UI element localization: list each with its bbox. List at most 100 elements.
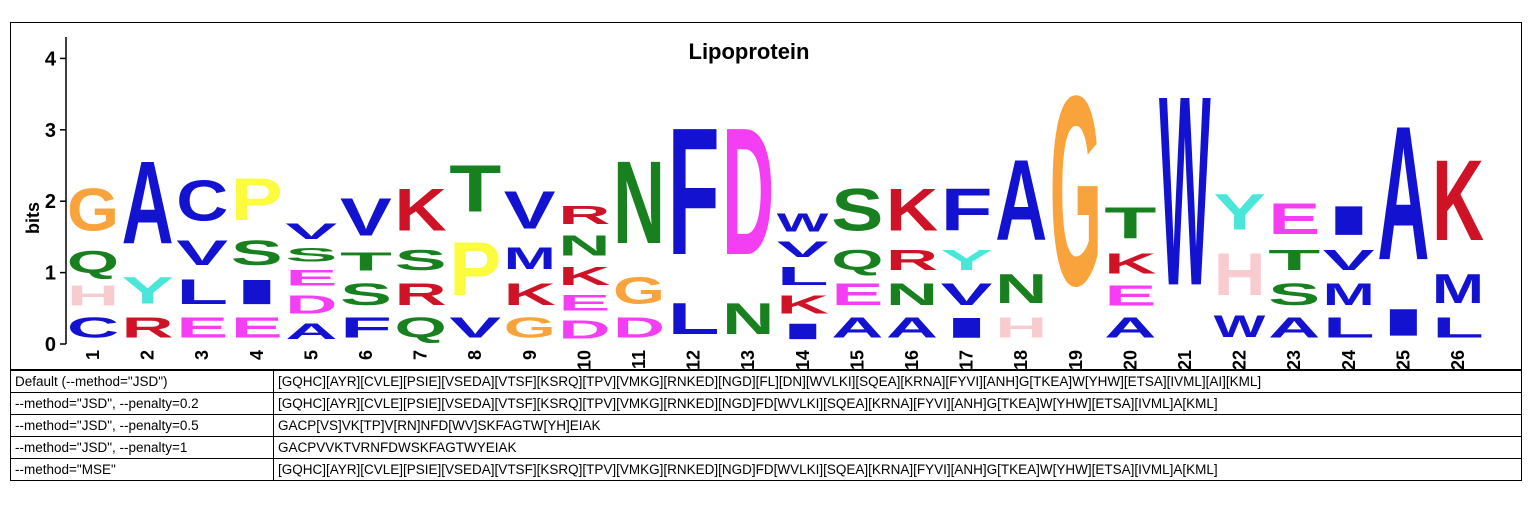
x-tick-label: 8 <box>465 350 485 360</box>
logo-letter-D: D <box>558 316 610 344</box>
logo-letter-R: R <box>122 312 174 344</box>
logo-letter-K: K <box>558 262 610 290</box>
logo-letter-W: W <box>777 209 830 238</box>
logo-letter-N: N <box>995 266 1047 312</box>
logo-letter-I: I <box>777 319 829 344</box>
y-tick-label: 3 <box>45 120 56 142</box>
logo-letter-A: A <box>886 312 938 344</box>
logo-letter-P: P <box>449 227 501 312</box>
table-row: --method="JSD", --penalty=1 GACPVVKTVRNFD… <box>10 436 1522 459</box>
method-cell: --method="JSD", --penalty=0.5 <box>10 414 274 437</box>
x-tick-label: 7 <box>411 350 431 360</box>
logo-letter-F: F <box>668 91 720 293</box>
x-tick-label: 5 <box>301 350 321 360</box>
logo-letter-V: V <box>777 237 829 262</box>
method-cell: --method="JSD", --penalty=0.2 <box>10 392 274 415</box>
x-tick-label: 21 <box>1175 350 1195 369</box>
method-cell: Default (--method="JSD") <box>10 370 274 393</box>
logo-letter-I: I <box>1377 301 1429 344</box>
x-tick-label: 13 <box>738 350 758 369</box>
pattern-cell: [GQHC][AYR][CVLE][PSIE][VSEDA][VTSF][KSR… <box>273 392 1522 415</box>
pattern-cell: GACP[VS]VK[TP]V[RN]NFD[WV]SKFAGTW[YH]EIA… <box>273 414 1522 437</box>
x-tick-label: 23 <box>1284 350 1304 369</box>
logo-letter-N: N <box>722 294 774 344</box>
logo-letter-K: K <box>1104 247 1157 279</box>
logo-letter-V: V <box>176 233 228 273</box>
x-tick-label: 3 <box>192 350 212 360</box>
x-tick-label: 22 <box>1230 350 1250 369</box>
logo-letter-D: D <box>285 291 337 319</box>
axes: 0 1 2 3 4 <box>45 37 67 356</box>
logo-letter-E: E <box>1104 280 1156 312</box>
logo-letter-A: A <box>995 137 1047 265</box>
x-tick-label: 26 <box>1448 350 1468 369</box>
logo-letter-D: D <box>722 91 774 293</box>
logo-letter-F: F <box>340 312 392 344</box>
table-row: --method="JSD", --penalty=0.2 [GQHC][AYR]… <box>10 392 1522 415</box>
logo-letter-M: M <box>1323 276 1375 312</box>
method-cell: --method="JSD", --penalty=1 <box>10 436 274 459</box>
logo-letter-W: W <box>1214 309 1267 345</box>
logo-letter-Q: Q <box>67 245 119 280</box>
logo-letter-E: E <box>831 276 883 312</box>
logo-letter-I: I <box>941 312 993 344</box>
logo-letter-S: S <box>231 233 283 272</box>
x-tick-label: 19 <box>1066 350 1086 369</box>
x-tick-label: 20 <box>1120 350 1140 369</box>
logo-letter-C: C <box>67 312 119 344</box>
methods-table: Default (--method="JSD") [GQHC][AYR][CVLE… <box>10 370 1522 481</box>
logo-letter-E: E <box>558 291 610 316</box>
x-tick-label: 25 <box>1393 350 1413 369</box>
logo-letter-R: R <box>395 276 447 311</box>
table-row: --method="MSE" [GQHC][AYR][CVLE][PSIE][VS… <box>10 458 1522 481</box>
logo-letter-A: A <box>831 312 883 344</box>
logo-letter-L: L <box>1323 312 1375 344</box>
x-tick-label: 6 <box>356 350 376 360</box>
logo-letter-F: F <box>941 176 993 244</box>
logo-letter-A: A <box>122 137 174 269</box>
logo-letter-N: N <box>613 137 665 269</box>
x-tick-label: 1 <box>83 350 103 360</box>
x-tick-label: 11 <box>629 350 649 369</box>
logo-letter-Y: Y <box>1214 183 1266 240</box>
chart-title: Lipoprotein <box>689 39 810 64</box>
logo-letter-V: V <box>340 187 392 248</box>
logo-letter-H: H <box>1214 241 1266 308</box>
logo-letter-S: S <box>395 244 447 276</box>
y-tick-label: 2 <box>45 191 56 213</box>
y-tick-label: 0 <box>45 334 56 356</box>
logo-letter-A: A <box>1268 312 1320 344</box>
logo-letter-G: G <box>1050 39 1102 342</box>
logo-letter-Q: Q <box>831 244 883 276</box>
logo-letter-Y: Y <box>941 244 993 276</box>
logo-letter-G: G <box>504 311 556 343</box>
x-tick-label: 14 <box>793 350 813 369</box>
logo-letter-I: I <box>1323 197 1375 243</box>
logo-letter-V: V <box>285 219 337 244</box>
logo-letter-W: W <box>1159 40 1211 342</box>
x-tick-label: 10 <box>574 350 594 369</box>
pattern-cell: [GQHC][AYR][CVLE][PSIE][VSEDA][VTSF][KSR… <box>273 370 1522 393</box>
y-tick-label: 1 <box>45 263 56 285</box>
logo-letter-M: M <box>504 240 556 276</box>
logo-letter-R: R <box>558 201 610 229</box>
logo-letter-K: K <box>504 276 556 311</box>
x-tick-label: 2 <box>138 350 158 360</box>
logo-letter-G: G <box>613 269 665 312</box>
method-cell: --method="MSE" <box>10 458 274 481</box>
x-tick-label: 4 <box>247 350 267 360</box>
logo-letter-L: L <box>176 272 228 311</box>
logo-letter-H: H <box>67 279 119 311</box>
logo-letter-H: H <box>995 312 1047 344</box>
pattern-cell: GACPVVKTVRNFDWSKFAGTWYEIAK <box>273 436 1522 459</box>
x-tick-label: 16 <box>902 350 922 369</box>
logo-letter-E: E <box>285 266 337 291</box>
logo-letter-E: E <box>231 312 283 344</box>
logo-letter-V: V <box>941 276 993 312</box>
logo-letter-L: L <box>668 294 720 344</box>
logo-letter-P: P <box>231 165 283 233</box>
logo-letter-S: S <box>340 276 392 312</box>
logo-letter-A: A <box>1377 86 1429 300</box>
logo-letter-E: E <box>1268 195 1320 244</box>
